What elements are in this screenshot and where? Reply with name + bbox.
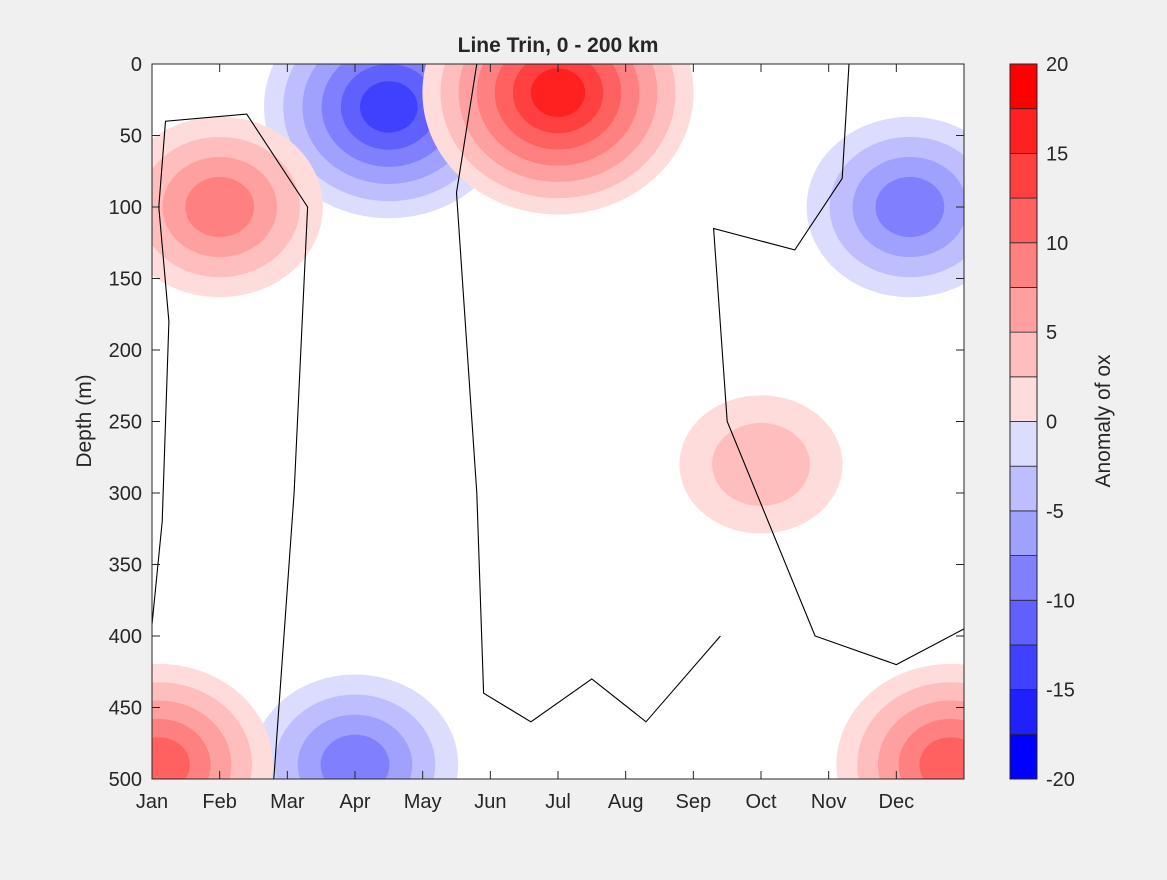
y-tick-label: 400 xyxy=(109,626,142,648)
y-axis: 0 50 100 150 200 250 300 350 400 450 500 xyxy=(109,54,964,791)
colorbar-segment xyxy=(1009,63,1038,110)
contour-band xyxy=(152,737,190,779)
colorbar-segment xyxy=(1009,331,1038,378)
contour-band xyxy=(320,734,390,779)
y-tick-label: 50 xyxy=(120,126,142,148)
colorbar-segment xyxy=(1009,510,1038,556)
colorbar-segment xyxy=(1009,108,1038,154)
y-axis-label: Depth (m) xyxy=(73,374,96,467)
contour-band xyxy=(875,176,945,238)
x-tick-label: Aug xyxy=(608,791,644,813)
y-tick-label: 250 xyxy=(109,412,142,434)
y-tick-label: 100 xyxy=(109,197,142,219)
contour-band xyxy=(530,68,586,117)
x-tick-label: May xyxy=(404,791,442,813)
y-tick-label: 350 xyxy=(109,555,142,577)
colorbar-tick-label: 0 xyxy=(1046,412,1057,434)
y-tick-label: 0 xyxy=(131,54,142,76)
zero-contour-line xyxy=(712,64,964,666)
colorbar-tick-label: -10 xyxy=(1046,590,1075,612)
colorbar-tick-label: 20 xyxy=(1046,54,1068,76)
colorbar-tick-label: -20 xyxy=(1046,769,1075,791)
colorbar-tick-label: -5 xyxy=(1046,501,1064,523)
colorbar-segment xyxy=(1009,644,1038,691)
x-tick-label: Nov xyxy=(811,791,847,813)
colorbar-segment xyxy=(1009,287,1038,333)
y-tick-label: 500 xyxy=(109,769,142,791)
colorbar-tick-label: -15 xyxy=(1046,680,1075,702)
colorbar-segment xyxy=(1009,733,1038,780)
colorbar-tick-label: 10 xyxy=(1046,233,1068,255)
y-tick-label: 150 xyxy=(109,269,142,291)
colorbar-segment xyxy=(1009,152,1038,199)
colorbar-tick-label: 15 xyxy=(1046,143,1068,165)
colorbar-segment xyxy=(1009,197,1038,244)
colorbar-segment xyxy=(1009,599,1038,646)
colorbar-segment xyxy=(1009,555,1038,601)
x-tick-label: Jul xyxy=(545,791,571,813)
colorbar-segment xyxy=(1009,376,1038,422)
zero-contour-line xyxy=(455,64,721,723)
colorbar-frame xyxy=(1009,63,1038,780)
y-tick-label: 300 xyxy=(109,483,142,505)
contour-band xyxy=(185,176,255,238)
x-tick-label: Apr xyxy=(339,791,370,813)
x-tick-label: Oct xyxy=(745,791,777,813)
contour-band xyxy=(712,422,810,506)
colorbar-segment xyxy=(1009,465,1038,512)
colorbar-segment xyxy=(1009,421,1038,467)
x-tick-label: Jan xyxy=(136,791,168,813)
x-tick-label: Feb xyxy=(202,791,236,813)
colorbar-segment xyxy=(1009,689,1038,735)
filled-contours xyxy=(152,64,964,779)
y-tick-label: 200 xyxy=(109,340,142,362)
x-tick-label: Sep xyxy=(676,791,712,813)
x-tick-label: Mar xyxy=(270,791,305,813)
contour-band xyxy=(919,737,964,779)
contour-band xyxy=(360,81,418,133)
x-axis: Jan Feb Mar Apr May Jun Jul Aug Sep Oct Nov Dec xyxy=(136,64,914,813)
colorbar-label: Anomaly of ox xyxy=(1092,354,1115,488)
y-tick-label: 450 xyxy=(109,698,142,720)
colorbar-tick-label: 5 xyxy=(1046,322,1057,344)
x-tick-label: Dec xyxy=(879,791,915,813)
x-tick-label: Jun xyxy=(474,791,506,813)
chart-title: Line Trin, 0 - 200 km xyxy=(458,34,659,57)
colorbar: 20 15 10 5 0 -5 -10 -15 -20 xyxy=(1009,54,1075,791)
zero-contour-line xyxy=(152,113,309,779)
colorbar-segment xyxy=(1009,242,1038,288)
